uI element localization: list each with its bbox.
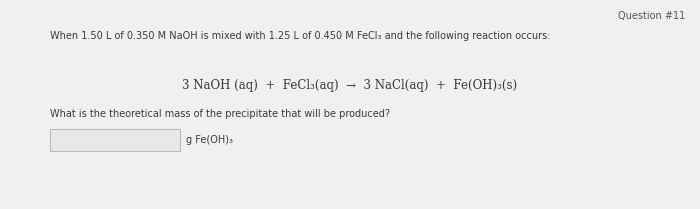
Text: g Fe(OH)₃: g Fe(OH)₃ (186, 135, 233, 145)
Text: What is the theoretical mass of the precipitate that will be produced?: What is the theoretical mass of the prec… (50, 109, 390, 119)
Text: 3 NaOH (aq)  +  FeCl₃(aq)  →  3 NaCl(aq)  +  Fe(OH)₃(s): 3 NaOH (aq) + FeCl₃(aq) → 3 NaCl(aq) + F… (183, 79, 517, 92)
Text: Question #11: Question #11 (617, 11, 685, 21)
Text: When 1.50 L of 0.350 M NaOH is mixed with 1.25 L of 0.450 M FeCl₃ and the follow: When 1.50 L of 0.350 M NaOH is mixed wit… (50, 31, 550, 41)
FancyBboxPatch shape (50, 129, 180, 151)
